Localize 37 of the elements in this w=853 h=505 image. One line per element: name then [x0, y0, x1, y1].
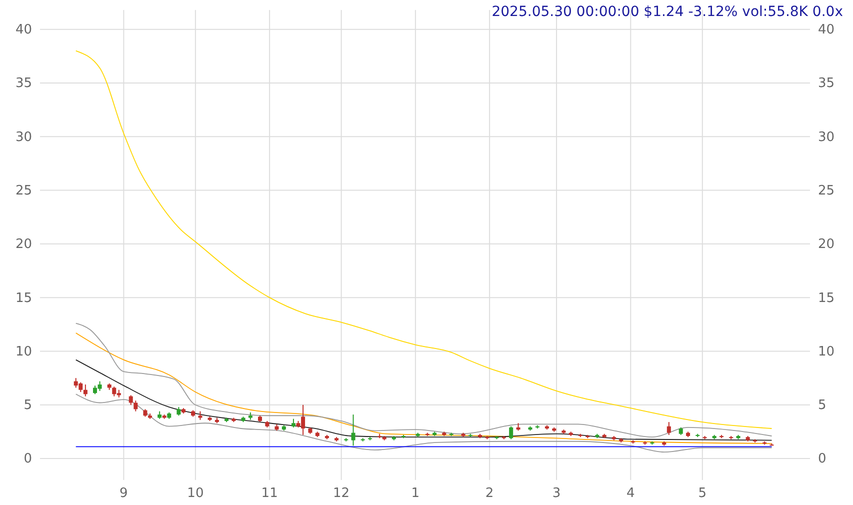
y2-tick-label: 20: [818, 237, 835, 252]
line-series: [75, 394, 772, 453]
y2-tick-label: 25: [818, 183, 835, 198]
x-tick-label: 2: [485, 486, 494, 502]
y2-tick-label: 0: [818, 452, 826, 467]
x-tick-label: 10: [187, 486, 204, 502]
y-tick-label: 35: [15, 76, 32, 92]
y-tick-label: 30: [15, 130, 32, 145]
x-tick-label: 3: [552, 486, 561, 502]
candlestick: [351, 414, 356, 446]
y-tick-label: 5: [24, 398, 32, 414]
x-tick-label: 9: [120, 486, 128, 502]
x-tick-label: 4: [626, 486, 635, 502]
x-tick-label: 1: [411, 486, 420, 502]
x-tick-label: 5: [698, 486, 707, 502]
y-tick-label: 20: [15, 237, 32, 252]
y-tick-label: 40: [15, 22, 32, 38]
candlestick: [666, 422, 671, 436]
y-tick-label: 0: [24, 452, 32, 467]
candlestick: [83, 384, 88, 397]
line-series: [75, 359, 772, 441]
x-tick-label: 11: [261, 486, 278, 502]
y-tick-label: 25: [15, 183, 32, 198]
candlestick: [128, 394, 133, 406]
candlestick: [134, 400, 138, 412]
y2-tick-label: 40: [818, 22, 835, 38]
y2-tick-label: 30: [818, 130, 835, 145]
chart-title: 2025.05.30 00:00:00 $1.24 -3.12% vol:55.8K 0.0x: [492, 4, 843, 20]
candlestick: [509, 426, 514, 440]
x-tick-label: 12: [333, 486, 350, 502]
y2-tick-label: 10: [818, 344, 835, 360]
y-tick-label: 10: [15, 344, 32, 360]
y2-tick-label: 35: [818, 76, 835, 92]
y2-tick-label: 15: [818, 290, 835, 306]
y2-tick-label: 5: [818, 398, 826, 414]
line-series: [75, 50, 772, 429]
y-tick-label: 15: [15, 290, 32, 306]
